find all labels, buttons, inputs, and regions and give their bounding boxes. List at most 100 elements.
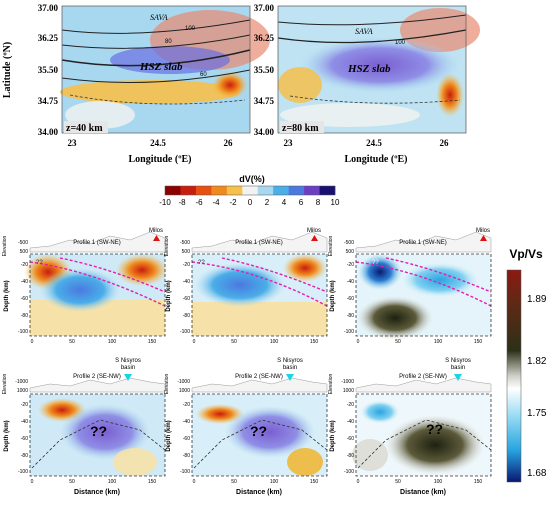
profile1-elev-label: Elevation [164, 236, 170, 257]
map1-ytick: 34.75 [38, 96, 59, 106]
dv-colorbar-tick: 2 [265, 198, 270, 207]
profile1-place: Milos [307, 228, 321, 234]
map2-ytick: 35.50 [254, 65, 275, 75]
depth-tick: -80 [347, 453, 354, 459]
x-tick: 50 [395, 339, 401, 345]
map1-xlabel: Longitude (ºE) [128, 154, 191, 165]
map2-xlabel: Longitude (ºE) [344, 154, 407, 165]
profile2-elev-tick: 1000 [17, 388, 28, 394]
profile2-elev-tick: 1000 [179, 388, 190, 394]
map-panel-z40 [60, 5, 270, 134]
depth-tick: -80 [347, 313, 354, 319]
profile2-depth-ticks: -20 -40 -60 -80 -100 [18, 402, 28, 475]
dv-colorbar-tick: -6 [195, 198, 203, 207]
profile2-x-ticks: 0 50 100 150 [31, 479, 157, 485]
profile2-question: ?? [90, 423, 107, 439]
profile1-elev-tick: -500 [18, 240, 28, 246]
map1-depth-label: z=40 km [66, 123, 103, 134]
depth-tick: -20 [21, 262, 28, 268]
map2-ytick: 36.25 [254, 33, 275, 43]
map2-slab-label: HSZ slab [347, 63, 391, 75]
dv-colorbar-tick: 4 [282, 198, 287, 207]
depth-tick: -40 [347, 419, 354, 425]
x-tick: 0 [357, 339, 360, 345]
profile2-title: Profile 2 (SE-NW) [73, 374, 121, 380]
map1-contour-label: 100 [185, 26, 196, 32]
profile2-depth-ticks: -20 -40 -60 -80 -100 [344, 402, 354, 475]
dv-colorbar: -10 -8 -6 -4 -2 0 2 4 6 8 10 [159, 185, 340, 207]
x-tick: 50 [231, 339, 237, 345]
map2-xtick: 23 [284, 138, 294, 148]
profile2-elev-tick: -1000 [177, 379, 190, 385]
profile1-depth-label: Depth (km) [4, 280, 10, 311]
depth-tick: -100 [344, 469, 354, 475]
dv-colorbar-segment [211, 186, 228, 195]
x-tick: 100 [270, 479, 279, 485]
profile2-depth-label: Depth (km) [4, 420, 10, 451]
depth-tick: -100 [18, 469, 28, 475]
profile1-depth-label: Depth (km) [166, 280, 172, 311]
depth-tick: -80 [21, 453, 28, 459]
dv-colorbar-segment [226, 186, 243, 195]
x-tick: 150 [474, 479, 483, 485]
profile2-panel-vpvs [352, 377, 492, 477]
profile2-title: Profile 2 (SE-NW) [399, 374, 447, 380]
profile2-x-ticks: 0 50 100 150 [357, 479, 483, 485]
map-ylabel: Latitude (ºN) [2, 42, 13, 98]
depth-tick: -60 [21, 436, 28, 442]
depth-tick: -100 [180, 329, 190, 335]
profile2-title: Profile 2 (SE-NW) [235, 374, 283, 380]
x-tick: 100 [434, 479, 443, 485]
vpvs-ticks: 1.89 1.82 1.75 1.68 [527, 294, 547, 479]
dv-colorbar-tick: 8 [316, 198, 321, 207]
profile1-title: Profile 1 (SW-NE) [235, 240, 283, 246]
depth-tick: -80 [21, 313, 28, 319]
profile1-question: ?? [372, 260, 379, 266]
depth-tick: -40 [21, 279, 28, 285]
map1-contour-label: 60 [200, 72, 207, 78]
profile2-question: ?? [426, 421, 443, 437]
depth-tick: -40 [183, 419, 190, 425]
profile2-xlabel: Distance (km) [74, 489, 120, 496]
map2-depth-box [280, 121, 324, 133]
depth-tick: -20 [21, 402, 28, 408]
map1-slab-label: HSZ slab [139, 61, 183, 73]
profile1-depth-ticks: -20 -40 -60 -80 -100 [18, 262, 28, 335]
profile2-place: basin [121, 365, 135, 371]
profile2-place: S Nisyros [277, 358, 303, 364]
profile1-panel-dvp [24, 231, 168, 337]
depth-tick: -100 [180, 469, 190, 475]
dv-colorbar-frame [164, 185, 336, 196]
profile2-depth-label: Depth (km) [330, 420, 336, 451]
profile2-x-ticks: 0 50 100 150 [193, 479, 319, 485]
depth-tick: -60 [21, 296, 28, 302]
x-tick: 0 [31, 479, 34, 485]
x-tick: 0 [193, 339, 196, 345]
profile2-depth-ticks: -20 -40 -60 -80 -100 [180, 402, 190, 475]
profile1-x-ticks: 0 50 100 150 [31, 339, 157, 345]
depth-tick: -20 [183, 402, 190, 408]
map1-yticks: 37.00 36.25 35.50 34.75 34.00 [38, 3, 59, 137]
map2-xticks: 23 24.5 26 [284, 138, 450, 148]
x-tick: 150 [148, 479, 157, 485]
dv-colorbar-segment [180, 186, 197, 195]
profile1-title: Profile 1 (SW-NE) [73, 240, 121, 246]
x-tick: 150 [310, 479, 319, 485]
depth-tick: -100 [344, 329, 354, 335]
profile2-elev-tick: -1000 [341, 379, 354, 385]
profile1-elev-label: Elevation [2, 236, 8, 257]
vpvs-tick: 1.89 [527, 294, 547, 305]
x-tick: 100 [108, 479, 117, 485]
dv-colorbar-segment [304, 186, 320, 195]
x-tick: 100 [434, 339, 443, 345]
profile1-elev-tick: 500 [182, 249, 191, 255]
profile1-depth-ticks: -20 -40 -60 -80 -100 [344, 262, 354, 335]
map2-contour-label: 100 [395, 40, 406, 46]
map2-sava-label: SAVA [355, 27, 373, 36]
depth-tick: -40 [347, 279, 354, 285]
nisyros-marker-icon [124, 374, 132, 381]
dv-colorbar-tick: -2 [229, 198, 237, 207]
map1-sava-label: SAVA [150, 13, 168, 22]
nisyros-marker-icon [454, 374, 462, 381]
